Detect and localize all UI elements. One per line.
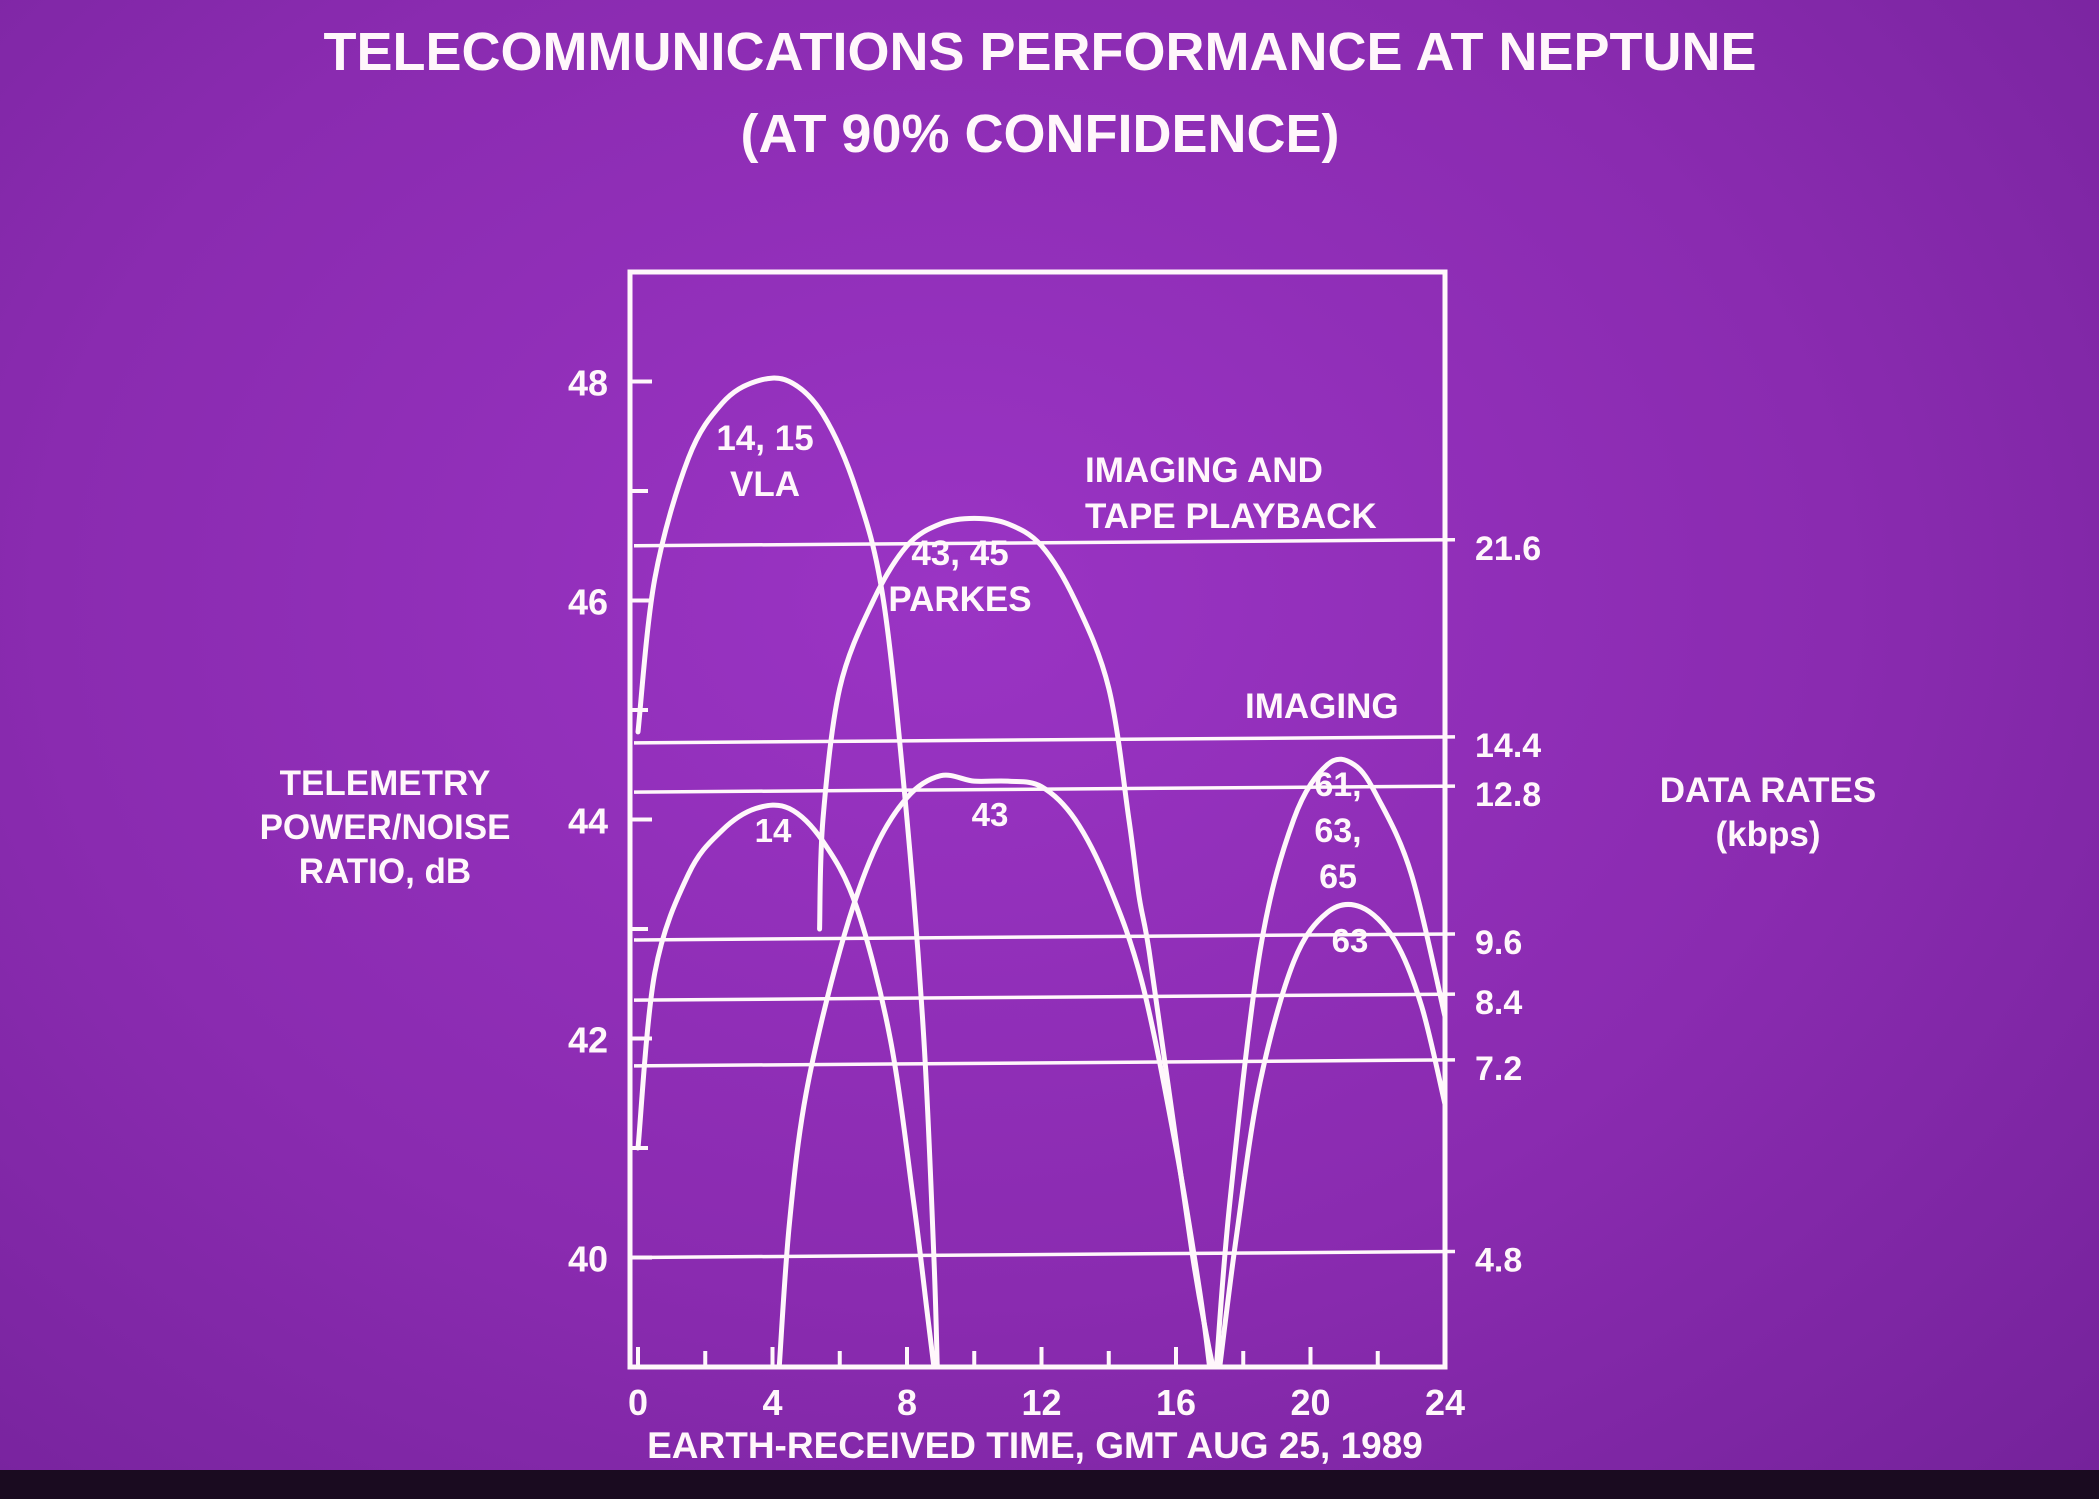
series-curve <box>1213 756 1448 1370</box>
data-rate-label: 8.4 <box>1475 984 1522 1022</box>
y-tick-label: 40 <box>568 1239 608 1280</box>
y-tick-label: 44 <box>568 801 608 842</box>
x-axis-label: EARTH-RECEIVED TIME, GMT AUG 25, 1989 <box>647 1425 1423 1466</box>
series-curve <box>817 515 1216 1370</box>
x-tick-label: 12 <box>1021 1382 1061 1423</box>
data-rate-line <box>633 1058 1456 1068</box>
series-curve <box>635 802 937 1370</box>
y-tick-label: 48 <box>568 363 608 404</box>
series-label: 14, 15 <box>716 419 813 458</box>
data-rate-label: 4.8 <box>1475 1242 1522 1280</box>
x-tick-label: 24 <box>1425 1382 1465 1423</box>
data-rate-line <box>633 735 1456 745</box>
series-curve <box>776 772 1213 1370</box>
threshold-labels: IMAGING AND TAPE PLAYBACK IMAGING <box>1085 451 1399 726</box>
series-curve <box>1217 901 1448 1370</box>
data-rates-label-line: DATA RATES <box>1660 771 1876 810</box>
data-rate-label: 7.2 <box>1475 1050 1522 1088</box>
x-tick-label: 20 <box>1290 1382 1330 1423</box>
series-label: 43, 45 <box>911 534 1008 573</box>
threshold-label: IMAGING <box>1245 687 1399 726</box>
series-label: VLA <box>730 465 800 504</box>
x-tick-label: 0 <box>628 1382 648 1423</box>
series-label: 14 <box>755 812 792 849</box>
data-rates-label: DATA RATES (kbps) <box>1660 771 1876 854</box>
x-tick-label: 8 <box>897 1382 917 1423</box>
series-label: PARKES <box>888 580 1031 619</box>
series-label: 63, <box>1314 812 1361 850</box>
y-axis-label-line: TELEMETRY <box>280 764 491 803</box>
x-tick-label: 4 <box>762 1382 782 1423</box>
series-curve <box>635 375 940 1370</box>
data-rates-label-line: (kbps) <box>1716 815 1821 854</box>
y-tick-label: 46 <box>568 582 608 623</box>
series-label: 65 <box>1319 858 1357 896</box>
series-label: 63 <box>1332 922 1369 959</box>
slide-bottom-edge <box>0 1470 2099 1499</box>
y-axis-label: TELEMETRY POWER/NOISE RATIO, dB <box>260 764 511 891</box>
x-tick-label: 16 <box>1156 1382 1196 1423</box>
data-rate-line <box>633 538 1456 548</box>
threshold-label: IMAGING AND <box>1085 451 1323 490</box>
data-rate-label: 14.4 <box>1475 727 1541 765</box>
curve-labels: 14, 15 VLA 14 43, 45 PARKES 43 61, 63, 65 63 <box>716 419 1368 959</box>
threshold-label: TAPE PLAYBACK <box>1085 497 1377 536</box>
y-axis-label-line: RATIO, dB <box>299 852 471 891</box>
y-axis: 40 42 44 46 48 <box>568 363 652 1280</box>
performance-curves <box>635 375 1448 1370</box>
series-label: 43 <box>972 796 1009 833</box>
chart-title: TELECOMMUNICATIONS PERFORMANCE AT NEPTUN… <box>324 22 1757 82</box>
y-tick-label: 42 <box>568 1020 608 1061</box>
data-rate-label: 21.6 <box>1475 530 1541 568</box>
data-rate-label: 12.8 <box>1475 776 1541 814</box>
chart-subtitle: (AT 90% CONFIDENCE) <box>740 104 1339 164</box>
data-rate-line <box>633 932 1456 942</box>
data-rate-lines: 21.6 14.4 12.8 9.6 8.4 7.2 4.8 <box>633 530 1541 1280</box>
data-rate-line <box>633 1249 1456 1260</box>
series-label: 61, <box>1314 766 1361 804</box>
data-rate-line <box>633 992 1456 1002</box>
x-axis: 0 4 8 12 16 20 24 <box>628 1347 1465 1423</box>
y-axis-label-line: POWER/NOISE <box>260 808 511 847</box>
data-rate-label: 9.6 <box>1475 924 1522 962</box>
